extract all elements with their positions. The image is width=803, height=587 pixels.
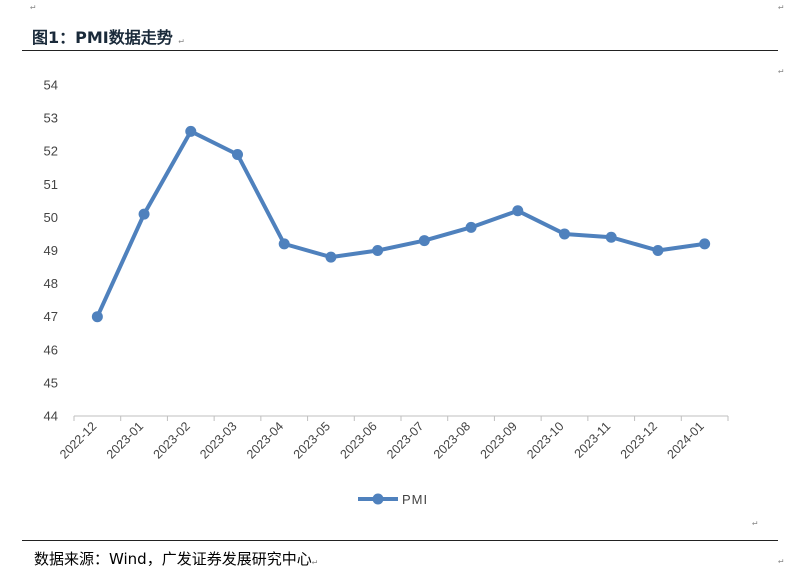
series-line — [95, 129, 707, 319]
paragraph-mark-source: ↵ — [311, 557, 318, 567]
data-point — [465, 221, 477, 233]
data-point — [278, 238, 290, 250]
y-tick-label: 48 — [44, 276, 58, 291]
data-point — [512, 205, 524, 217]
legend-marker — [372, 493, 384, 505]
data-point — [232, 149, 243, 161]
x-tick-label: 2022-12 — [57, 419, 99, 461]
y-tick-label: 50 — [44, 210, 58, 225]
figure-title: 图1：PMI数据走势 ↵ — [32, 24, 184, 48]
legend-label: PMI — [402, 492, 428, 507]
paragraph-mark-title: ↵ — [178, 36, 184, 46]
data-point — [138, 208, 150, 220]
paragraph-mark-chart-bottom: ↵ — [752, 518, 758, 528]
paragraph-mark-bottom-right: ↵ — [778, 556, 784, 566]
data-point — [418, 235, 430, 247]
source-rule — [22, 540, 778, 541]
y-tick-label: 47 — [44, 309, 58, 324]
legend: PMI — [358, 492, 428, 507]
title-rule — [22, 50, 778, 51]
paragraph-mark-top-left: ↵ — [30, 2, 36, 12]
paragraph-mark-chart-top: ↵ — [778, 66, 784, 76]
x-tick-label: 2023-07 — [384, 419, 426, 461]
x-tick-label: 2023-05 — [291, 419, 333, 461]
x-tick-label: 2023-01 — [104, 419, 146, 461]
data-point — [91, 311, 103, 323]
y-axis-tick-labels: 44 45 46 47 48 49 50 51 52 53 54 — [44, 78, 58, 424]
x-tick-label: 2023-03 — [197, 419, 239, 461]
data-point — [699, 238, 711, 250]
x-tick-label: 2023-09 — [478, 419, 520, 461]
y-tick-label: 54 — [44, 78, 58, 93]
source-text: 数据来源：Wind，广发证券发展研究中心 — [34, 550, 312, 568]
x-tick-label: 2023-08 — [431, 419, 473, 461]
paragraph-mark-top-right: ↵ — [778, 2, 784, 12]
data-point — [559, 228, 570, 240]
source-note: 数据来源：Wind，广发证券发展研究中心↵ — [34, 548, 317, 569]
figure-title-text: 图1：PMI数据走势 — [32, 28, 173, 47]
x-tick-label: 2023-04 — [244, 419, 286, 461]
x-tick-label: 2023-12 — [618, 419, 660, 461]
y-tick-label: 52 — [44, 144, 58, 159]
y-tick-label: 44 — [44, 409, 58, 424]
data-point — [325, 251, 337, 263]
series-layer — [91, 125, 711, 323]
y-tick-label: 45 — [44, 375, 58, 390]
x-tick-label: 2023-06 — [337, 419, 379, 461]
x-axis — [73, 415, 729, 421]
x-axis-tick-labels: 2022-12 2023-01 2023-02 2023-03 2023-04 2023-… — [57, 419, 707, 461]
y-tick-label: 49 — [44, 243, 58, 258]
y-tick-label: 53 — [44, 111, 58, 126]
x-tick-label: 2023-02 — [151, 419, 193, 461]
y-tick-label: 51 — [44, 177, 58, 192]
data-point — [652, 245, 664, 256]
x-tick-label: 2024-01 — [664, 419, 706, 461]
x-tick-label: 2023-11 — [572, 419, 614, 461]
data-point — [372, 245, 384, 256]
y-tick-label: 46 — [44, 342, 58, 357]
data-point — [185, 125, 197, 137]
data-point — [605, 231, 617, 243]
x-tick-label: 2023-10 — [524, 419, 566, 461]
